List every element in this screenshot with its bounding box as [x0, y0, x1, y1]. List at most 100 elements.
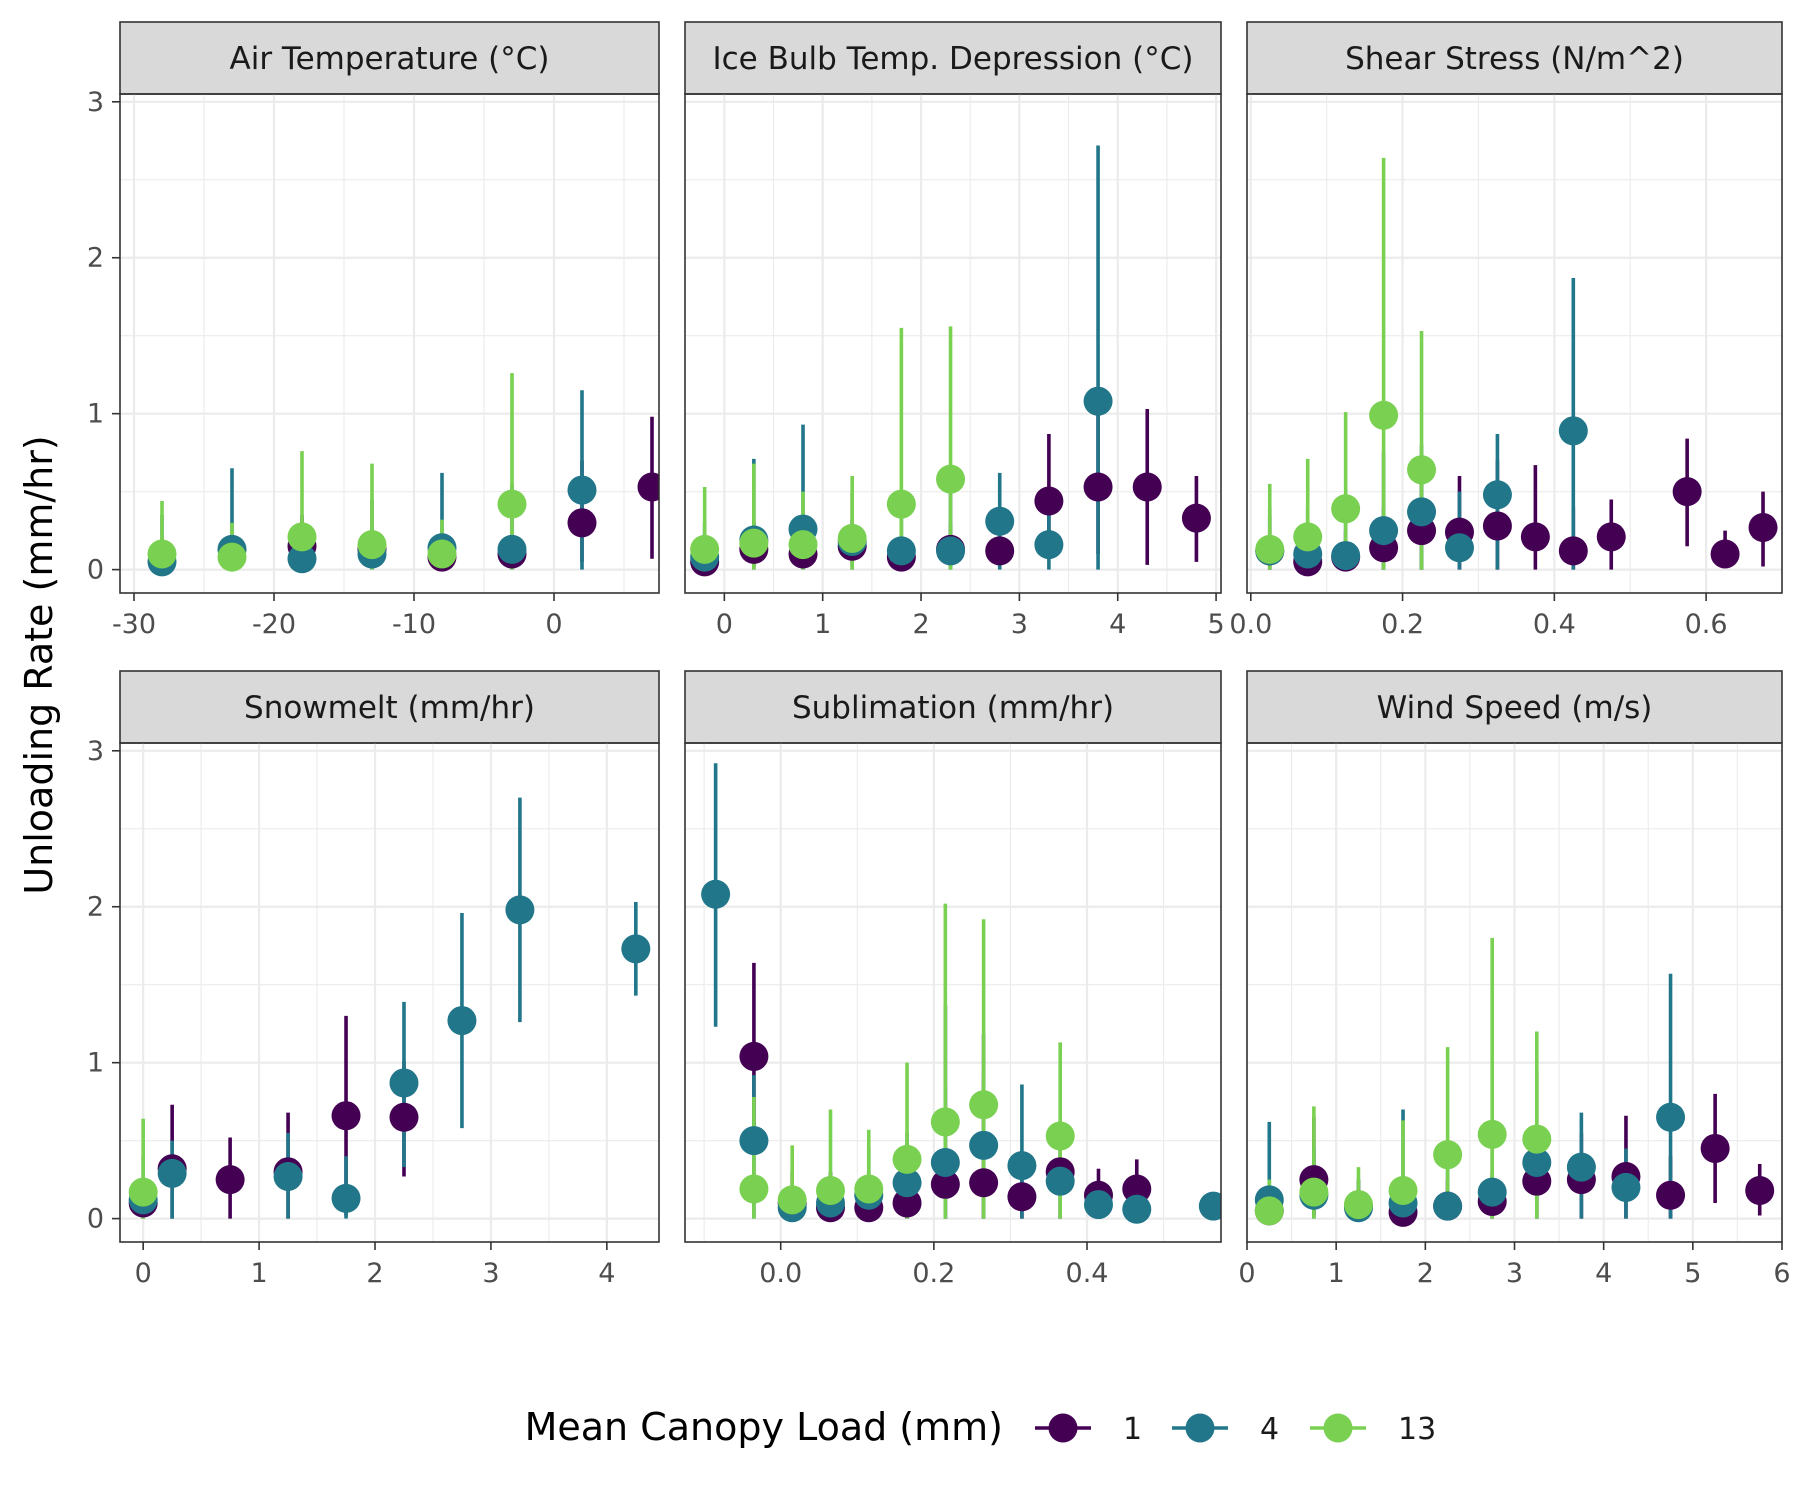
panel-border: [684, 742, 1222, 1243]
data-point: [389, 1068, 419, 1098]
panel-0: Air Temperature (°C) -30 -20 -10 0 0 1 2 3: [87, 21, 660, 640]
data-point: [1083, 386, 1113, 416]
data-point: [1299, 1177, 1329, 1207]
legend-key-1: 1: [1035, 1412, 1142, 1447]
y-tick-label: 1: [87, 399, 104, 430]
legend-title: Mean Canopy Load (mm): [525, 1405, 1003, 1449]
data-point: [331, 1183, 361, 1213]
data-point: [1522, 1147, 1552, 1177]
panel-title: Ice Bulb Temp. Depression (°C): [713, 41, 1194, 77]
panel-grid: [685, 94, 1221, 593]
panel-title: Wind Speed (m/s): [1377, 690, 1653, 726]
x-tick-label: 4: [598, 1258, 615, 1289]
data-point: [1656, 1102, 1686, 1132]
series-points-13: [690, 464, 966, 564]
legend-key-13: 13: [1310, 1412, 1436, 1447]
data-point: [739, 1041, 769, 1071]
x-tick-label: 0.0: [1229, 609, 1272, 640]
panel-title: Sublimation (mm/hr): [792, 690, 1114, 726]
x-tick-label: 2: [1417, 1258, 1434, 1289]
data-point: [690, 534, 720, 564]
x-tick-label: -10: [392, 609, 436, 640]
data-point: [1181, 503, 1211, 533]
x-tick-label: 0: [135, 1258, 152, 1289]
data-point: [1522, 1124, 1552, 1154]
data-point: [157, 1158, 187, 1188]
data-point: [1745, 1176, 1775, 1206]
panel-2: Shear Stress (N/m^2) 0.0 0.2 0.4 0.6: [1229, 21, 1783, 640]
data-point: [1083, 472, 1113, 502]
x-tick-label: 2: [366, 1258, 383, 1289]
data-point: [1122, 1174, 1152, 1204]
panel-border: [684, 93, 1222, 594]
legend-label: 4: [1260, 1412, 1279, 1447]
data-point: [886, 489, 916, 519]
x-tick-label: 0.6: [1685, 609, 1728, 640]
data-point: [1710, 539, 1740, 569]
data-point: [837, 523, 867, 553]
panel-strip: [1246, 670, 1783, 744]
y-tick-label: 2: [87, 243, 104, 274]
data-point: [815, 1176, 845, 1206]
data-point: [985, 536, 1015, 566]
series-points-4: [1255, 416, 1588, 571]
data-point: [930, 1107, 960, 1137]
data-point: [930, 1147, 960, 1177]
data-point: [1254, 1196, 1284, 1226]
data-point: [1388, 1176, 1418, 1206]
data-point: [739, 528, 769, 558]
data-point: [1343, 1190, 1373, 1220]
x-tick-label: 4: [1595, 1258, 1612, 1289]
panel-data: [147, 373, 659, 577]
data-point: [1433, 1191, 1463, 1221]
data-point: [637, 472, 659, 502]
data-point: [886, 536, 916, 566]
data-point: [1407, 455, 1437, 485]
data-point: [1034, 530, 1064, 560]
y-tick-label: 1: [87, 1048, 104, 1079]
x-tick-label: 2: [912, 609, 929, 640]
y-tick-label: 0: [87, 1204, 104, 1235]
series-points-13: [1254, 1119, 1552, 1226]
data-point: [447, 1006, 477, 1036]
data-point: [701, 879, 731, 909]
data-point: [1293, 522, 1323, 552]
legend-key-point: [1185, 1413, 1215, 1443]
data-point: [1045, 1121, 1075, 1151]
x-tick-label: 1: [814, 609, 831, 640]
panel-data: [128, 797, 651, 1219]
data-point: [287, 522, 317, 552]
x-tick-label: 1: [1328, 1258, 1345, 1289]
data-point: [1369, 516, 1399, 546]
series-points-13: [128, 1177, 158, 1207]
x-tick-label: 0.4: [1066, 1258, 1109, 1289]
data-point: [1566, 1152, 1596, 1182]
panel-1: Ice Bulb Temp. Depression (°C) 0 1 2 3 4 5: [684, 21, 1225, 640]
data-point: [854, 1174, 884, 1204]
data-point: [1611, 1172, 1641, 1202]
data-point: [969, 1090, 999, 1120]
legend-key-point: [1323, 1413, 1353, 1443]
panel-3: Snowmelt (mm/hr) 0 1 2 3 4 0 1 2 3: [87, 670, 660, 1289]
legend-keys: 1 4 13: [1035, 1412, 1436, 1447]
legend-label: 1: [1123, 1412, 1142, 1447]
x-tick-label: -20: [252, 609, 296, 640]
x-tick-label: 3: [1011, 609, 1028, 640]
data-point: [930, 1169, 960, 1199]
data-point: [1369, 400, 1399, 430]
legend-key-4: 4: [1172, 1412, 1279, 1447]
data-point: [1132, 472, 1162, 502]
x-tick-label: 0.4: [1533, 609, 1576, 640]
data-point: [1672, 477, 1702, 507]
panel-grid: [1247, 94, 1783, 593]
panel-5: Wind Speed (m/s) 0 1 2 3 4 5 6: [1238, 670, 1791, 1289]
data-point: [1045, 1166, 1075, 1196]
panel-border: [1246, 93, 1783, 594]
data-point: [985, 506, 1015, 536]
y-tick-label: 0: [87, 555, 104, 586]
series-points-13: [1255, 400, 1437, 564]
y-tick-label: 2: [87, 892, 104, 923]
data-point: [1444, 533, 1474, 563]
data-point: [567, 475, 597, 505]
x-tick-label: -30: [112, 609, 156, 640]
